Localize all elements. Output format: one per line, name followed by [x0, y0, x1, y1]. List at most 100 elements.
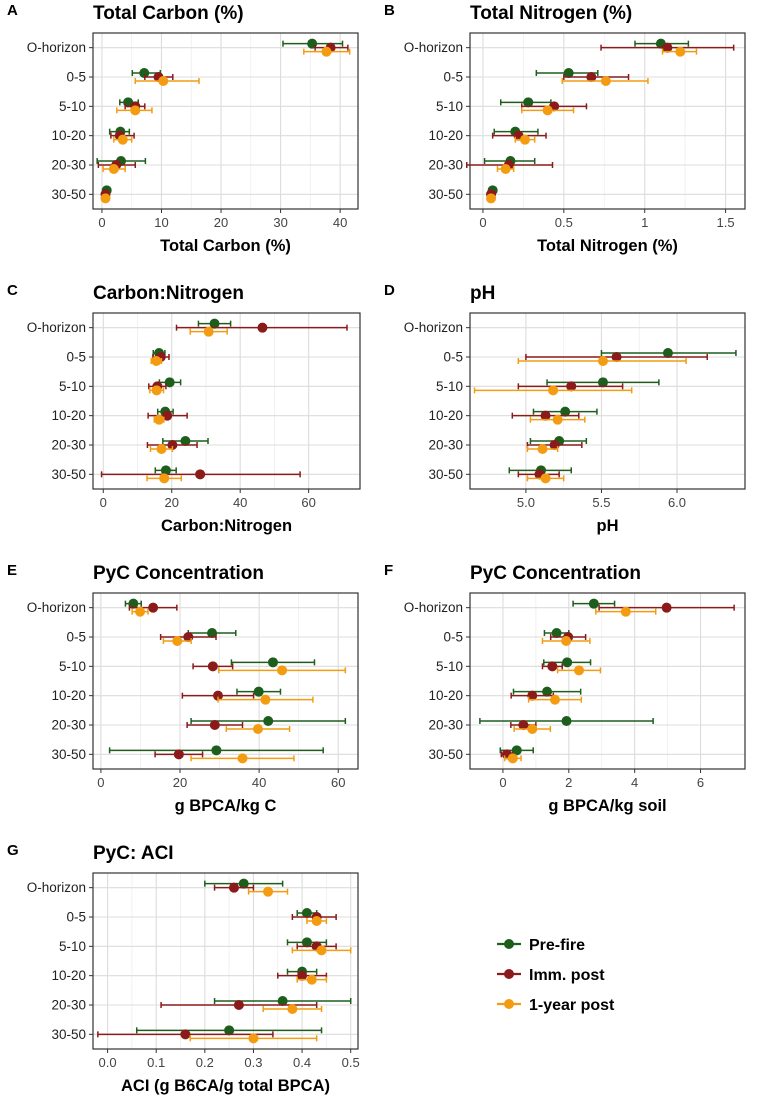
category-label-0-5: 0-5: [66, 630, 86, 645]
series-1-year-post: [486, 46, 698, 204]
point-imm-post-10-20: [297, 970, 308, 981]
panel-letter: A: [7, 2, 18, 19]
point-pre-fire-30-50: [511, 745, 522, 756]
panel-title: PyC: ACI: [93, 843, 174, 864]
category-label-0-5: 0-5: [66, 910, 86, 925]
category-label-10-20: 10-20: [428, 128, 463, 143]
point-pre-fire-5-10: [597, 377, 608, 388]
category-label-10-20: 10-20: [51, 408, 86, 423]
point-imm-post-0-5: [611, 352, 622, 362]
legend-item-pre-fire: Pre-fire: [497, 937, 585, 954]
panel-f: 0 2 4 6 O-horizon 0-5 5-10 10-20 20-30 30-50 F PyC …: [384, 562, 746, 815]
x-tick-label: 0.2: [196, 1055, 214, 1070]
category-label-30-50: 30-50: [428, 747, 463, 762]
panel-c: 0 20 40 60 O-horizon 0-5 5-10 10-20 20-30 30-50 C C…: [7, 282, 361, 535]
category-label-o-horizon: O-horizon: [404, 40, 463, 55]
category-label-30-50: 30-50: [51, 187, 86, 202]
panel-d: 5.0 5.5 6.0 O-horizon 0-5 5-10 10-20 20-30 30-50…: [384, 282, 746, 535]
category-label-30-50: 30-50: [51, 467, 86, 482]
point-1-year-post-0-5: [597, 356, 608, 366]
series-pre-fire: [96, 38, 344, 196]
point-1-year-post-30-50: [237, 753, 248, 764]
category-label-10-20: 10-20: [428, 408, 463, 423]
point-1-year-post-30-50: [507, 753, 518, 764]
point-imm-post-5-10: [547, 661, 558, 672]
x-axis-title: g BPCA/kg soil: [548, 797, 666, 815]
category-label-0-5: 0-5: [443, 70, 463, 85]
point-1-year-post-20-30: [252, 724, 263, 734]
x-tick-label: 5.5: [592, 495, 610, 510]
x-axis-title: Total Nitrogen (%): [537, 237, 678, 255]
point-pre-fire-20-30: [277, 996, 288, 1006]
point-1-year-post-5-10: [130, 105, 141, 116]
category-label-20-30: 20-30: [428, 438, 463, 453]
point-1-year-post-20-30: [156, 444, 167, 454]
panels: 0 10 20 30 40O-horizon0-55-1010-2020-3030-50…: [7, 2, 746, 1095]
point-pre-fire-0-5: [662, 348, 673, 358]
x-tick-label: 0: [100, 495, 107, 510]
panel-letter: G: [7, 842, 19, 859]
plot-frame: [92, 32, 359, 210]
x-tick-label: 10: [154, 215, 168, 230]
point-pre-fire-5-10: [523, 97, 534, 108]
point-pre-fire-30-50: [160, 465, 171, 476]
category-label-20-30: 20-30: [51, 438, 86, 453]
plot-frame: [92, 312, 361, 490]
category-label-o-horizon: O-horizon: [27, 880, 86, 895]
x-axis-title: ACI (g B6CA/g total BPCA): [121, 1077, 330, 1095]
point-pre-fire-5-10: [301, 937, 312, 948]
point-1-year-post-0-5: [172, 636, 183, 646]
category-label-30-50: 30-50: [51, 1027, 86, 1042]
point-1-year-post-10-20: [520, 134, 530, 145]
point-pre-fire-0-5: [301, 908, 312, 918]
point-pre-fire-20-30: [263, 716, 274, 726]
panel-title: Total Carbon (%): [93, 3, 244, 24]
point-1-year-post-30-50: [159, 473, 170, 484]
point-imm-post-5-10: [207, 661, 218, 672]
panel-b: 0 0.5 1 1.5 O-horizon 0-5 5-10 10-20 20-30 30-50 B…: [384, 2, 746, 255]
point-imm-post-20-30: [167, 440, 178, 450]
x-tick-label: 0: [499, 775, 506, 790]
category-label-20-30: 20-30: [51, 158, 86, 173]
x-axis-title: g BPCA/kg C: [175, 797, 277, 815]
point-1-year-post-20-30: [108, 164, 119, 174]
series-1-year-post: [131, 606, 347, 764]
point-imm-post-20-30: [233, 1000, 244, 1010]
series-pre-fire: [483, 38, 690, 196]
series-imm-post: [466, 42, 735, 200]
x-axis-title: Carbon:Nitrogen: [161, 517, 292, 535]
panel-letter: C: [7, 282, 18, 299]
point-pre-fire-10-20: [542, 686, 553, 697]
x-tick-label: 20: [164, 495, 178, 510]
point-pre-fire-5-10: [267, 657, 278, 668]
category-label-o-horizon: O-horizon: [404, 320, 463, 335]
point-pre-fire-o-horizon: [588, 598, 599, 609]
series-1-year-post: [503, 606, 657, 764]
category-label-5-10: 5-10: [59, 939, 86, 954]
category-label-o-horizon: O-horizon: [27, 40, 86, 55]
x-tick-label: 4: [631, 775, 638, 790]
panel-a: 0 10 20 30 40 O-horizon 0-5 5-10 10-20 20-30 30-50…: [7, 2, 359, 255]
series-1-year-post: [146, 326, 228, 484]
x-tick-label: 60: [301, 495, 315, 510]
panel-title: Carbon:Nitrogen: [93, 283, 244, 304]
x-tick-label: 0.5: [342, 1055, 360, 1070]
point-1-year-post-20-30: [527, 724, 538, 734]
category-label-5-10: 5-10: [59, 379, 86, 394]
panel-g: 0.0 0.1 0.2 0.3 0.4 0.5 O-horizon 0-5 5-10 10-20 2…: [7, 842, 360, 1095]
point-pre-fire-o-horizon: [238, 878, 249, 889]
panel-title: Total Nitrogen (%): [470, 3, 632, 24]
point-1-year-post-o-horizon: [203, 326, 214, 337]
point-1-year-post-30-50: [248, 1033, 259, 1044]
category-label-20-30: 20-30: [428, 158, 463, 173]
point-imm-post-20-30: [209, 720, 220, 730]
category-label-10-20: 10-20: [51, 128, 86, 143]
point-1-year-post-20-30: [500, 164, 511, 174]
point-imm-post-30-50: [195, 469, 206, 480]
category-label-10-20: 10-20: [51, 968, 86, 983]
point-imm-post-10-20: [527, 690, 538, 701]
point-1-year-post-o-horizon: [263, 886, 274, 897]
series-imm-post: [511, 352, 708, 480]
category-label-0-5: 0-5: [66, 350, 86, 365]
category-label-o-horizon: O-horizon: [404, 600, 463, 615]
